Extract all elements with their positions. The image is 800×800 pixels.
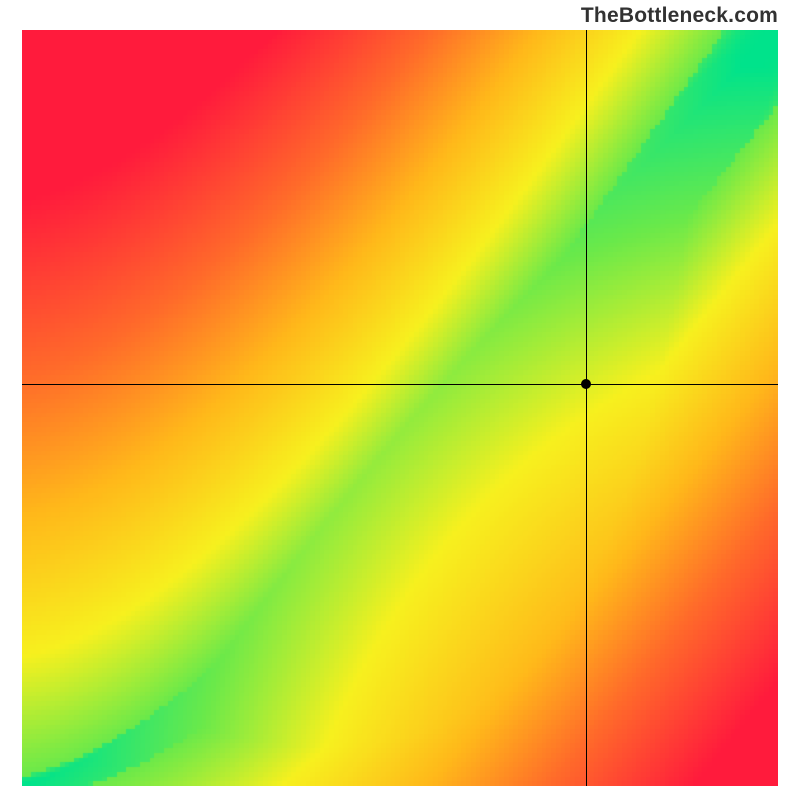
watermark-text: TheBottleneck.com — [581, 4, 778, 28]
heatmap-canvas — [22, 30, 778, 786]
crosshair-horizontal — [22, 384, 778, 385]
crosshair-marker — [581, 379, 591, 389]
crosshair-vertical — [586, 30, 587, 786]
bottleneck-heatmap — [22, 30, 778, 786]
